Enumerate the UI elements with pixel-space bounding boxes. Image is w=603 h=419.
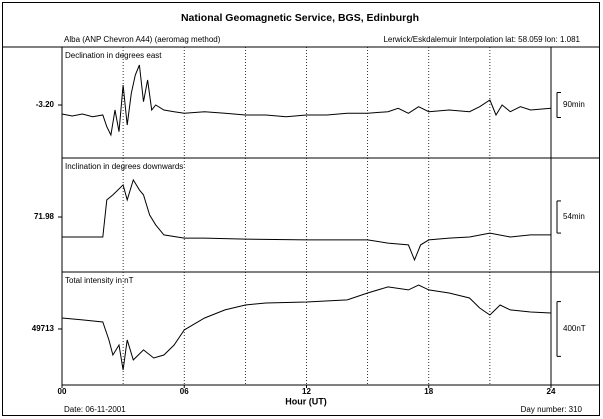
outer-border xyxy=(2,2,600,416)
day-number: Day number: 310 xyxy=(521,405,583,414)
trace xyxy=(62,178,551,262)
chart-title: National Geomagnetic Service, BGS, Edinb… xyxy=(181,12,419,24)
y-tick-label: 49713 xyxy=(32,324,55,333)
scale-label: 400nT xyxy=(563,324,586,333)
x-axis-label: Hour (UT) xyxy=(285,396,327,406)
x-tick-label: 06 xyxy=(180,387,189,396)
scale-label: 54min xyxy=(563,212,585,221)
x-tick-label: 18 xyxy=(424,387,433,396)
subtitle-right: Lerwick/Eskdalemuir Interpolation lat: 5… xyxy=(383,35,580,44)
y-tick-label: -3.20 xyxy=(36,100,55,109)
panel-title: Inclination in degrees downwards xyxy=(65,162,183,171)
scale-label: 90min xyxy=(563,100,585,109)
y-tick-label: 71.98 xyxy=(34,212,55,221)
x-tick-label: 12 xyxy=(302,387,311,396)
x-tick-label: 00 xyxy=(58,387,67,396)
trace xyxy=(61,64,552,137)
date: Date: 06-11-2001 xyxy=(64,405,126,414)
panel-title: Declination in degrees east xyxy=(65,51,162,60)
panel-title: Total intensity in nT xyxy=(65,276,134,285)
trace xyxy=(61,284,552,370)
subtitle-left: Alba (ANP Chevron A44) (aeromag method) xyxy=(64,35,221,44)
x-tick-label: 24 xyxy=(547,387,556,396)
